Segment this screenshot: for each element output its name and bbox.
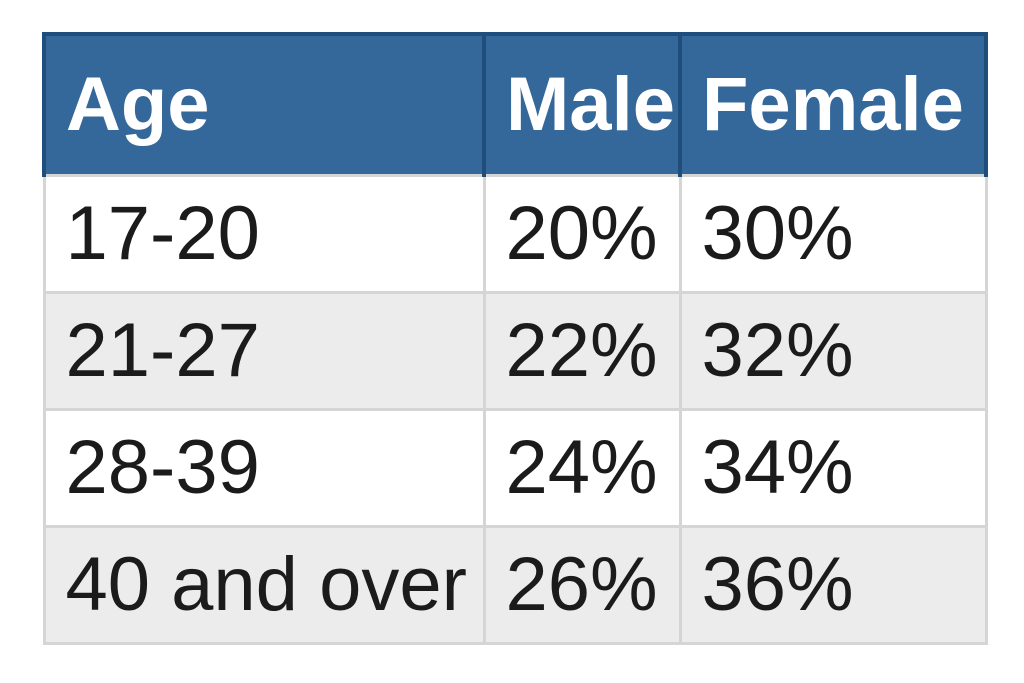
column-header-male: Male — [482, 32, 682, 176]
table-row: 21-27 22% 32% — [42, 291, 988, 411]
cell-male: 22% — [482, 291, 682, 411]
table-row: 17-20 20% 30% — [42, 174, 988, 294]
cell-male: 24% — [482, 408, 682, 528]
cell-age: 28-39 — [42, 408, 486, 528]
cell-female: 30% — [678, 174, 988, 294]
cell-female: 34% — [678, 408, 988, 528]
header-row: Age Male Female — [42, 32, 988, 176]
cell-age: 21-27 — [42, 291, 486, 411]
cell-female: 36% — [678, 525, 988, 645]
cell-male: 26% — [482, 525, 682, 645]
table-row: 28-39 24% 34% — [42, 408, 988, 528]
column-header-age: Age — [42, 32, 486, 176]
table-row: 40 and over 26% 36% — [42, 525, 988, 645]
cell-age: 17-20 — [42, 174, 486, 294]
cell-male: 20% — [482, 174, 682, 294]
cell-age: 40 and over — [42, 525, 486, 645]
age-gender-table: Age Male Female 17-20 20% 30% 21-27 22% … — [42, 32, 988, 645]
column-header-female: Female — [678, 32, 988, 176]
cell-female: 32% — [678, 291, 988, 411]
